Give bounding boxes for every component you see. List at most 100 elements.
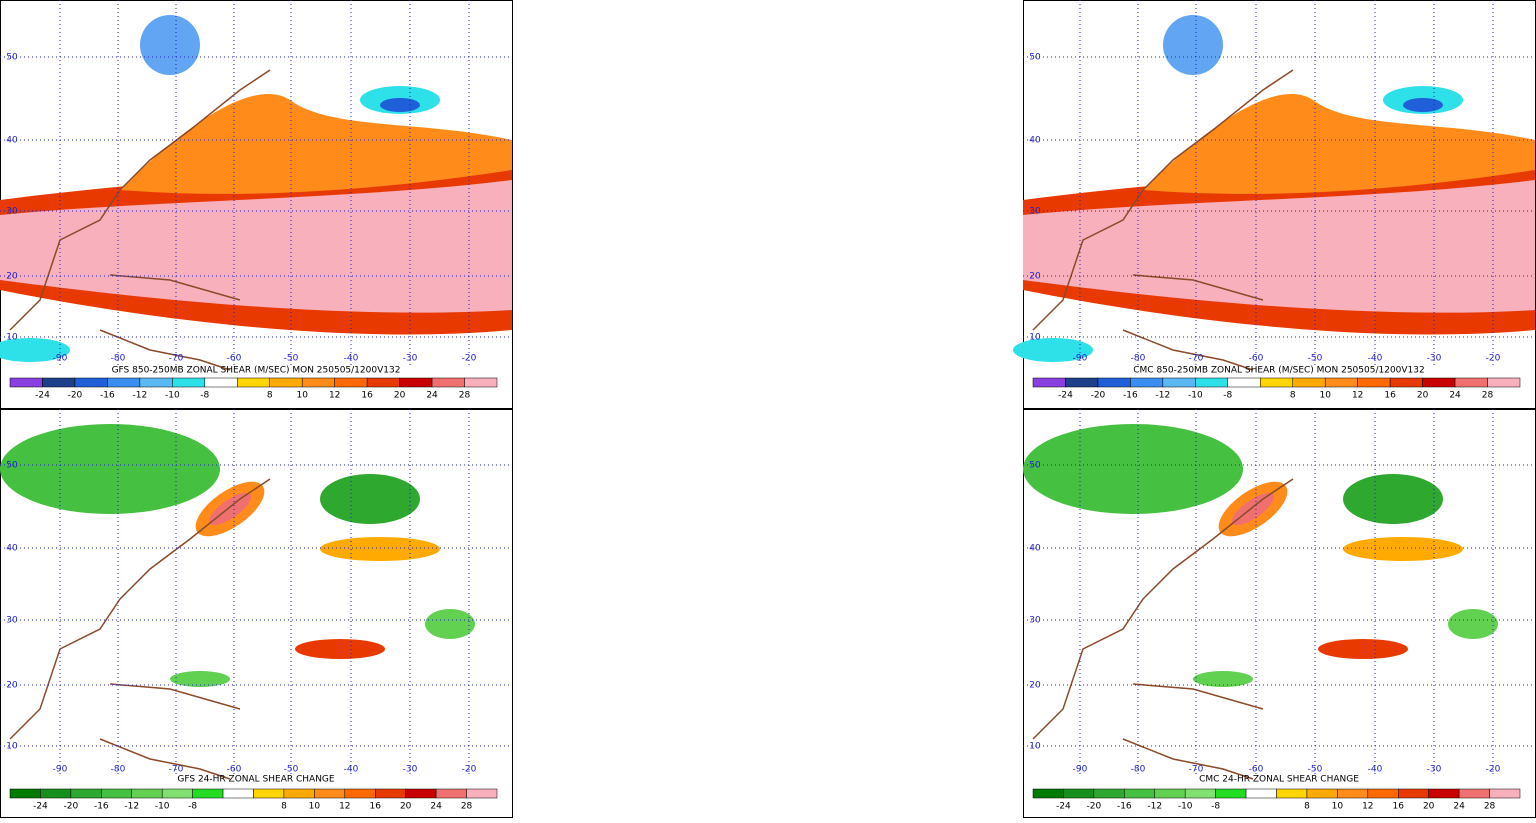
- lon-label: -60: [1249, 765, 1264, 775]
- lon-label: -20: [1486, 354, 1501, 364]
- shear-band: [1023, 180, 1535, 313]
- colorbar-label: 16: [370, 802, 382, 812]
- lat-label: 20: [1029, 681, 1041, 691]
- lon-label: -40: [344, 354, 359, 364]
- colorbar-box: [70, 788, 102, 799]
- change-blob: [320, 537, 440, 561]
- colorbar-box: [1063, 788, 1095, 799]
- colorbar-label: -20: [68, 391, 83, 401]
- change-blob: [1318, 639, 1408, 659]
- colorbar-label: -8: [200, 391, 209, 401]
- lat-label: 10: [6, 333, 18, 343]
- colorbar-label: 16: [1393, 802, 1405, 812]
- colorbar-label: 10: [296, 391, 308, 401]
- change-blob: [1023, 424, 1243, 514]
- lon-label: -90: [53, 354, 68, 364]
- colorbar-box: [1162, 377, 1196, 388]
- lat-label: 50: [6, 53, 18, 63]
- lon-label: -80: [111, 765, 126, 775]
- colorbar-box: [74, 377, 108, 388]
- colorbar-box: [1154, 788, 1186, 799]
- colorbar-box: [101, 788, 132, 799]
- colorbar-box: [1097, 377, 1131, 388]
- coastline: [9, 69, 271, 371]
- map-panel: 50 40 30 20 10 -90 -80 -70 -60 -50 -40 -30 -20 GFS 85…: [0, 0, 513, 409]
- colorbar-label: -16: [1123, 391, 1138, 401]
- colorbar-box: [1227, 377, 1261, 388]
- colorbar-box: [283, 788, 315, 799]
- colorbar-box: [1065, 377, 1099, 388]
- colorbar-box: [301, 377, 335, 388]
- coastline: [1032, 69, 1294, 371]
- colorbar-box: [172, 377, 206, 388]
- lat-label: 20: [1029, 272, 1041, 282]
- lon-label: -90: [1073, 765, 1088, 775]
- colorbar-box: [1422, 377, 1456, 388]
- colorbar-label: -8: [1223, 391, 1232, 401]
- colorbar-label: 24: [430, 802, 442, 812]
- colorbar-label: -10: [165, 391, 180, 401]
- lat-label: 40: [1029, 136, 1041, 146]
- colorbar-label: -8: [1211, 802, 1220, 812]
- colorbar-label: 20: [1423, 802, 1435, 812]
- colorbar-box: [1276, 788, 1308, 799]
- colorbar-box: [1124, 788, 1155, 799]
- lat-label: 10: [6, 742, 18, 752]
- colorbar-label: -20: [1087, 802, 1102, 812]
- map-panel: 50 40 30 20 10 -90 -80 -70 -60 -50 -40 -30 -20 CMC 85…: [1013, 0, 1536, 409]
- colorbar-label: -16: [94, 802, 109, 812]
- lat-label: 50: [6, 461, 18, 471]
- colorbar-label: 24: [426, 391, 438, 401]
- colorbar-box: [1428, 788, 1460, 799]
- colorbar-label: 8: [1290, 391, 1296, 401]
- lat-label: 40: [6, 136, 18, 146]
- colorbar-label: -10: [1178, 802, 1193, 812]
- colorbar-box: [192, 788, 224, 799]
- lat-label: 30: [1029, 616, 1041, 626]
- colorbar-box: [9, 788, 41, 799]
- colorbar-label: 8: [281, 802, 287, 812]
- lon-label: -70: [1189, 765, 1204, 775]
- map-panel: 50 40 30 20 10 -90 -80 -70 -60 -50 -40 -30 -20 CMC 24…: [1023, 409, 1536, 818]
- colorbar-box: [237, 377, 270, 388]
- panel-title: GFS 850-250MB ZONAL SHEAR (M/SEC) MON 25…: [112, 366, 401, 376]
- colorbar-box: [131, 788, 163, 799]
- colorbar-box: [222, 788, 254, 799]
- colorbar-label: 12: [1362, 802, 1373, 812]
- lat-label: 20: [6, 681, 18, 691]
- lon-label: -70: [169, 765, 184, 775]
- colorbar-box: [139, 377, 173, 388]
- colorbar-box: [1130, 377, 1164, 388]
- colorbar-label: 12: [329, 391, 340, 401]
- colorbar-box: [1184, 788, 1216, 799]
- colorbar-label: 8: [267, 391, 273, 401]
- shear-blob: [1013, 338, 1093, 362]
- colorbar-label: -16: [1117, 802, 1132, 812]
- colorbar-box: [466, 788, 498, 799]
- colorbar-label: 20: [1417, 391, 1429, 401]
- colorbar-box: [1337, 788, 1369, 799]
- colorbar-label: 10: [309, 802, 321, 812]
- lat-label: 10: [1029, 333, 1041, 343]
- colorbar-label: 16: [1384, 391, 1396, 401]
- colorbar-label: 10: [1319, 391, 1331, 401]
- colorbar-label: -12: [1156, 391, 1171, 401]
- lon-label: -60: [1249, 354, 1264, 364]
- colorbar-label: 12: [1352, 391, 1363, 401]
- shear-blob: [1163, 15, 1223, 75]
- colorbar-label: -24: [1056, 802, 1071, 812]
- lat-label: 30: [6, 207, 18, 217]
- lon-label: -50: [284, 765, 299, 775]
- change-blob: [170, 671, 230, 687]
- lon-label: -90: [53, 765, 68, 775]
- colorbar-box: [1032, 788, 1064, 799]
- colorbar-label: 28: [459, 391, 471, 401]
- colorbar-label: 28: [1482, 391, 1494, 401]
- colorbar-box: [435, 788, 467, 799]
- coastline: [1032, 478, 1294, 780]
- colorbar-box: [1454, 377, 1488, 388]
- colorbar-label: 28: [1484, 802, 1496, 812]
- colorbar-label: 12: [339, 802, 350, 812]
- colorbar-label: 28: [461, 802, 473, 812]
